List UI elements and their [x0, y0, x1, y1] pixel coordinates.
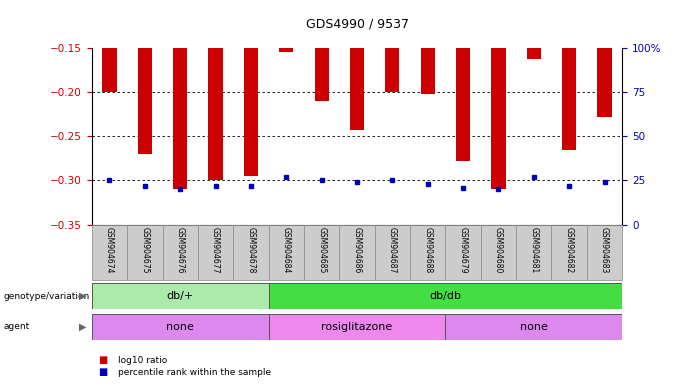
Bar [445, 314, 622, 340]
Bar [492, 0, 505, 189]
Bar [269, 283, 622, 309]
Bar [127, 225, 163, 280]
Bar [339, 225, 375, 280]
Bar [103, 0, 116, 92]
Text: ■: ■ [99, 355, 108, 365]
Bar [562, 0, 576, 150]
Bar [421, 0, 435, 94]
Bar [516, 225, 551, 280]
Bar [163, 225, 198, 280]
Bar [138, 0, 152, 154]
Text: GSM904682: GSM904682 [564, 227, 574, 273]
Text: none: none [520, 322, 547, 332]
Bar [209, 0, 222, 180]
Text: GSM904676: GSM904676 [175, 227, 185, 273]
Bar [269, 314, 445, 340]
Text: none: none [167, 322, 194, 332]
Text: ■: ■ [99, 367, 108, 377]
Text: percentile rank within the sample: percentile rank within the sample [118, 368, 271, 377]
Text: GSM904685: GSM904685 [317, 227, 326, 273]
Bar [244, 0, 258, 176]
Bar [92, 283, 269, 309]
Bar [304, 225, 339, 280]
Text: ▶: ▶ [79, 322, 86, 332]
Bar [456, 0, 470, 161]
Bar [350, 0, 364, 130]
Text: GSM904683: GSM904683 [600, 227, 609, 273]
Text: GSM904687: GSM904687 [388, 227, 397, 273]
Bar [551, 225, 587, 280]
Text: GSM904686: GSM904686 [352, 227, 362, 273]
Text: GSM904680: GSM904680 [494, 227, 503, 273]
Bar [315, 0, 328, 101]
Bar [92, 225, 127, 280]
Bar [410, 225, 445, 280]
Bar [198, 225, 233, 280]
Text: db/+: db/+ [167, 291, 194, 301]
Bar [527, 0, 541, 60]
Text: GSM904677: GSM904677 [211, 227, 220, 273]
Text: log10 ratio: log10 ratio [118, 356, 167, 365]
Text: GSM904681: GSM904681 [529, 227, 539, 273]
Bar [386, 0, 399, 92]
Text: GSM904674: GSM904674 [105, 227, 114, 273]
Text: GSM904679: GSM904679 [458, 227, 468, 273]
Bar [587, 225, 622, 280]
Text: GSM904688: GSM904688 [423, 227, 432, 273]
Bar [481, 225, 516, 280]
Text: GDS4990 / 9537: GDS4990 / 9537 [305, 17, 409, 30]
Text: GSM904684: GSM904684 [282, 227, 291, 273]
Text: GSM904675: GSM904675 [140, 227, 150, 273]
Bar [233, 225, 269, 280]
Text: GSM904678: GSM904678 [246, 227, 256, 273]
Bar [598, 0, 611, 117]
Bar [92, 314, 269, 340]
Bar [279, 0, 293, 53]
Text: genotype/variation: genotype/variation [3, 291, 90, 301]
Bar [269, 225, 304, 280]
Bar [173, 0, 187, 189]
Text: db/db: db/db [429, 291, 462, 301]
Text: rosiglitazone: rosiglitazone [322, 322, 392, 332]
Text: ▶: ▶ [79, 291, 86, 301]
Text: agent: agent [3, 322, 30, 331]
Bar [445, 225, 481, 280]
Bar [375, 225, 410, 280]
